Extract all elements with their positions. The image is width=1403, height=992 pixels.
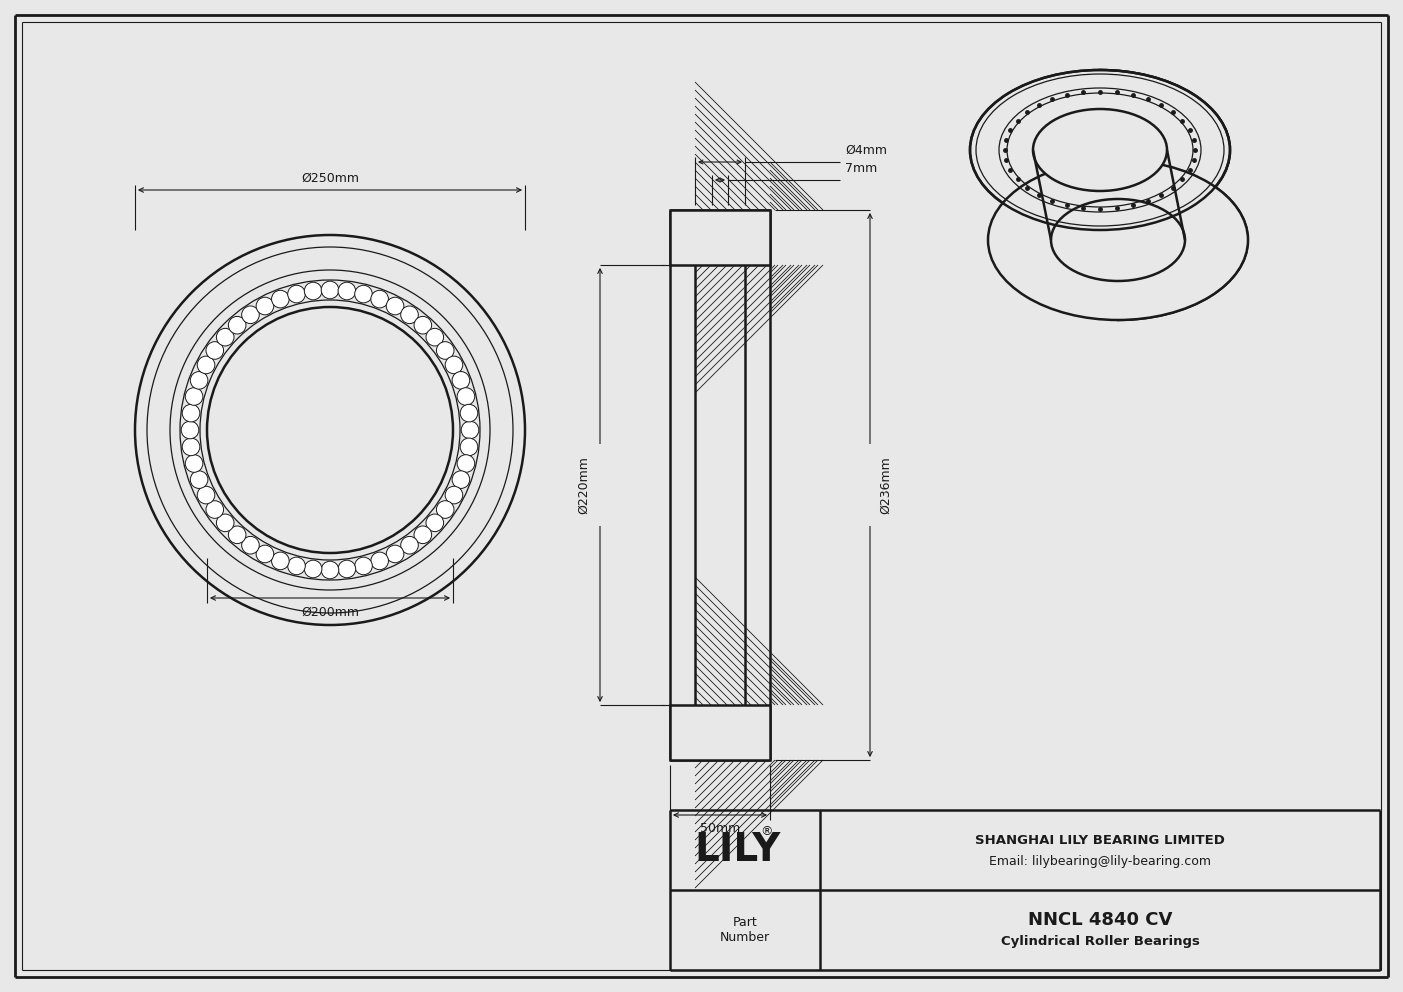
Circle shape (401, 537, 418, 554)
Ellipse shape (1033, 109, 1167, 191)
Circle shape (198, 486, 215, 504)
Circle shape (216, 514, 234, 532)
Circle shape (241, 537, 260, 554)
Circle shape (370, 553, 389, 569)
Circle shape (457, 454, 474, 472)
Circle shape (304, 282, 321, 300)
Text: 7mm: 7mm (845, 162, 877, 175)
Text: 50mm: 50mm (700, 822, 741, 835)
Circle shape (427, 328, 443, 346)
Circle shape (229, 316, 246, 334)
Text: Part
Number: Part Number (720, 916, 770, 944)
Circle shape (436, 501, 455, 519)
Text: SHANGHAI LILY BEARING LIMITED: SHANGHAI LILY BEARING LIMITED (975, 833, 1225, 846)
Circle shape (386, 298, 404, 314)
Circle shape (191, 372, 208, 389)
Ellipse shape (1051, 199, 1186, 281)
Circle shape (241, 306, 260, 323)
Circle shape (288, 558, 306, 574)
Bar (671, 705, 770, 760)
Circle shape (182, 438, 199, 455)
Circle shape (206, 501, 223, 519)
Circle shape (257, 546, 274, 562)
Circle shape (370, 291, 389, 308)
Text: Email: lilybearing@lily-bearing.com: Email: lilybearing@lily-bearing.com (989, 855, 1211, 869)
Circle shape (257, 298, 274, 314)
Text: ®: ® (760, 825, 773, 838)
Circle shape (288, 286, 306, 303)
Circle shape (304, 560, 321, 577)
Text: Ø236mm: Ø236mm (880, 456, 892, 514)
Circle shape (321, 561, 338, 578)
Polygon shape (1100, 70, 1247, 320)
Circle shape (386, 546, 404, 562)
Circle shape (355, 286, 372, 303)
Text: LILY: LILY (694, 831, 780, 869)
Circle shape (272, 291, 289, 308)
Text: Ø220mm: Ø220mm (578, 456, 591, 514)
Circle shape (181, 422, 199, 438)
Circle shape (457, 388, 474, 406)
Circle shape (338, 282, 356, 300)
Ellipse shape (969, 70, 1230, 230)
Text: Ø250mm: Ø250mm (302, 172, 359, 185)
Circle shape (198, 356, 215, 374)
Circle shape (445, 486, 463, 504)
Circle shape (206, 341, 223, 359)
Circle shape (185, 388, 203, 406)
Circle shape (355, 558, 372, 574)
Circle shape (414, 316, 432, 334)
Circle shape (338, 560, 356, 577)
Circle shape (321, 281, 338, 299)
Circle shape (401, 306, 418, 323)
Bar (671, 210, 770, 265)
Circle shape (414, 526, 432, 544)
Circle shape (229, 526, 246, 544)
Circle shape (436, 341, 455, 359)
Circle shape (452, 471, 470, 488)
Circle shape (216, 328, 234, 346)
Ellipse shape (988, 160, 1249, 320)
Text: Ø4mm: Ø4mm (845, 144, 887, 157)
Circle shape (185, 454, 203, 472)
Circle shape (460, 405, 478, 422)
Text: Cylindrical Roller Bearings: Cylindrical Roller Bearings (1000, 935, 1200, 948)
Circle shape (427, 514, 443, 532)
Circle shape (462, 422, 478, 438)
Circle shape (452, 372, 470, 389)
Text: NNCL 4840 CV: NNCL 4840 CV (1028, 911, 1172, 929)
Circle shape (191, 471, 208, 488)
Circle shape (182, 405, 199, 422)
Circle shape (445, 356, 463, 374)
Text: Ø200mm: Ø200mm (302, 605, 359, 618)
Circle shape (460, 438, 478, 455)
Circle shape (272, 553, 289, 569)
